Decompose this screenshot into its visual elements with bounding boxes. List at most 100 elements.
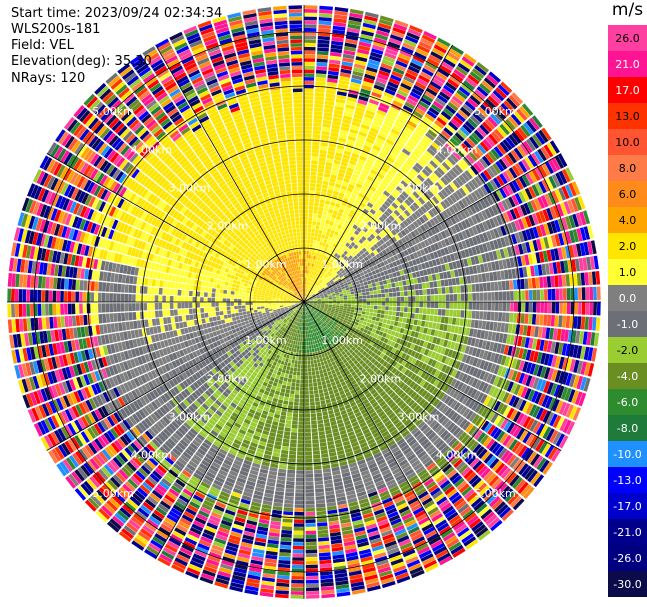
ppi-cell bbox=[357, 289, 362, 293]
ppi-cell bbox=[305, 519, 316, 524]
ppi-cell bbox=[304, 209, 309, 213]
ppi-cell bbox=[528, 170, 538, 183]
ppi-cell bbox=[330, 128, 340, 134]
ppi-cell bbox=[333, 18, 347, 24]
ppi-cell bbox=[312, 443, 320, 448]
ppi-cell bbox=[293, 523, 304, 527]
ppi-cell bbox=[495, 215, 503, 226]
ppi-cell bbox=[309, 198, 315, 202]
ppi-cell bbox=[285, 420, 292, 425]
ppi-cell bbox=[448, 206, 456, 215]
ppi-cell bbox=[534, 150, 544, 164]
ppi-cell bbox=[340, 243, 345, 248]
ppi-cell bbox=[343, 280, 347, 284]
ppi-cell bbox=[305, 281, 308, 285]
ppi-cell bbox=[536, 365, 544, 377]
ppi-cell bbox=[470, 337, 476, 347]
ppi-cell bbox=[290, 594, 304, 599]
ppi-cell bbox=[489, 321, 494, 331]
ppi-cell bbox=[376, 247, 382, 253]
ppi-cell bbox=[426, 328, 432, 335]
ppi-cell bbox=[313, 299, 318, 301]
ppi-cell bbox=[452, 192, 461, 201]
ppi-cell bbox=[537, 148, 547, 162]
ppi-cell bbox=[359, 272, 365, 277]
ppi-cell bbox=[399, 151, 409, 159]
ppi-cell bbox=[444, 159, 454, 168]
ppi-cell bbox=[401, 212, 408, 220]
ppi-cell bbox=[381, 306, 386, 310]
ppi-cell bbox=[313, 126, 322, 131]
ppi-cell bbox=[421, 282, 427, 289]
ppi-cell bbox=[378, 131, 388, 138]
ppi-cell bbox=[361, 289, 366, 293]
ppi-cell bbox=[342, 181, 349, 187]
ppi-cell bbox=[308, 341, 311, 346]
ppi-cell bbox=[429, 144, 439, 154]
ppi-cell bbox=[419, 249, 426, 256]
ppi-cell bbox=[317, 381, 322, 386]
ppi-cell bbox=[345, 247, 351, 253]
ppi-cell bbox=[320, 304, 325, 307]
ppi-cell bbox=[560, 260, 566, 274]
ppi-cell bbox=[320, 297, 325, 300]
ppi-cell bbox=[492, 163, 502, 174]
ppi-cell bbox=[304, 425, 311, 429]
ppi-cell bbox=[333, 272, 338, 277]
ppi-cell bbox=[502, 185, 511, 197]
ppi-cell bbox=[324, 264, 328, 269]
ppi-cell bbox=[340, 205, 346, 210]
ppi-cell bbox=[524, 216, 532, 228]
ppi-cell bbox=[291, 579, 304, 584]
ppi-cell bbox=[346, 265, 352, 270]
ppi-cell bbox=[304, 54, 316, 59]
ppi-cell bbox=[314, 260, 318, 264]
ppi-cell bbox=[324, 235, 329, 240]
ppi-cell bbox=[317, 533, 329, 538]
ppi-cell bbox=[554, 219, 561, 233]
ppi-cell bbox=[489, 240, 496, 251]
ppi-cell bbox=[320, 578, 334, 584]
ppi-cell bbox=[451, 278, 457, 286]
ppi-cell bbox=[427, 84, 440, 94]
ppi-cell bbox=[321, 271, 325, 276]
ppi-cell bbox=[289, 397, 294, 402]
ppi-cell bbox=[535, 166, 544, 180]
ppi-cell bbox=[327, 291, 331, 295]
ppi-cell bbox=[338, 289, 343, 293]
ppi-cell bbox=[531, 277, 537, 289]
ppi-cell bbox=[424, 90, 436, 100]
ppi-cell bbox=[361, 311, 366, 315]
ppi-cell bbox=[377, 225, 384, 232]
ppi-cell bbox=[466, 275, 472, 284]
ppi-cell bbox=[480, 185, 489, 196]
ppi-cell bbox=[329, 205, 335, 210]
ppi-cell bbox=[405, 123, 415, 132]
ppi-cell bbox=[433, 266, 439, 274]
ppi-cell bbox=[543, 223, 550, 236]
ppi-cell bbox=[320, 280, 324, 285]
ppi-cell bbox=[445, 104, 457, 115]
ppi-cell bbox=[342, 290, 347, 294]
ppi-cell bbox=[503, 344, 510, 355]
ppi-cell bbox=[318, 541, 330, 546]
ppi-cell bbox=[350, 124, 360, 131]
ppi-cell bbox=[342, 222, 348, 228]
ppi-cell bbox=[281, 526, 293, 531]
ppi-cell bbox=[362, 302, 367, 305]
ppi-cell bbox=[373, 116, 384, 124]
ppi-cell bbox=[304, 12, 318, 17]
ppi-cell bbox=[336, 284, 341, 288]
ppi-cell bbox=[546, 276, 552, 288]
ppi-cell bbox=[363, 233, 369, 239]
ppi-cell bbox=[479, 292, 484, 301]
ppi-cell bbox=[379, 245, 385, 251]
ppi-cell bbox=[433, 234, 440, 242]
ppi-cell bbox=[279, 552, 291, 557]
ppi-cell bbox=[293, 526, 304, 531]
ppi-cell bbox=[320, 286, 324, 290]
ppi-cell bbox=[425, 212, 432, 220]
ppi-cell bbox=[476, 302, 480, 310]
ppi-cell bbox=[311, 164, 318, 169]
ppi-cell bbox=[520, 124, 531, 137]
